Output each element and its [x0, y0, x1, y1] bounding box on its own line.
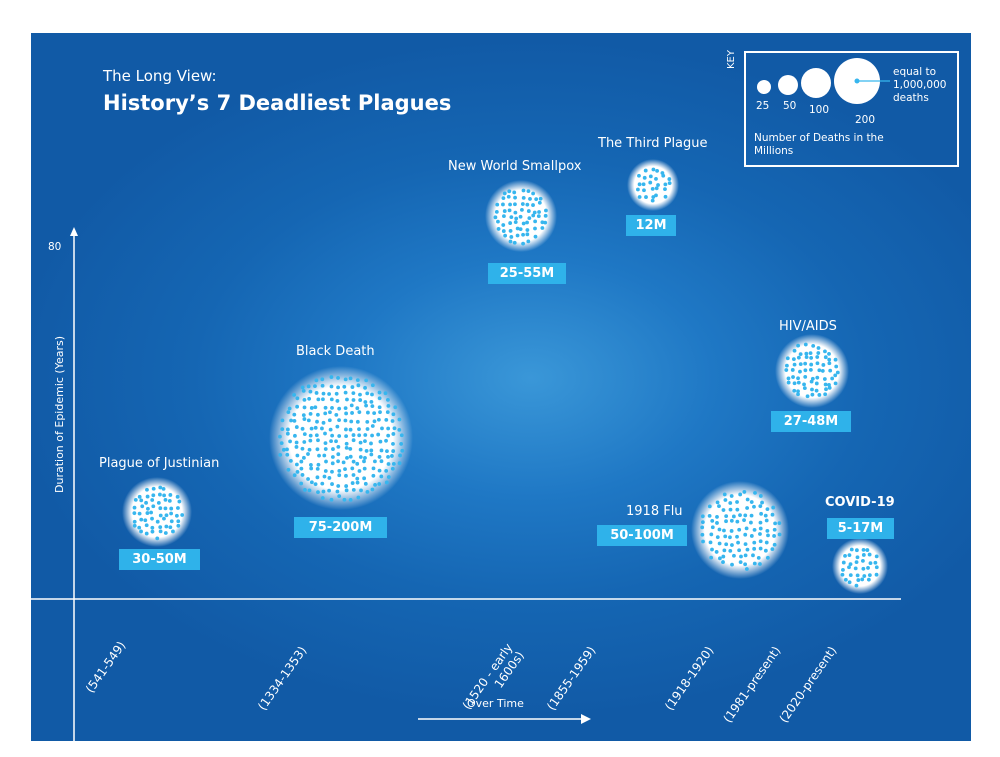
key-unit-note: equal to 1,000,000 deaths	[893, 66, 947, 104]
chart-subtitle: The Long View:	[103, 67, 217, 85]
plague-bubble	[627, 159, 679, 211]
y-axis-arrow	[70, 227, 78, 236]
chart-title: History’s 7 Deadliest Plagues	[103, 91, 452, 115]
plague-name: 1918 Flu	[626, 504, 683, 519]
key-size-label: 25	[756, 100, 770, 112]
chart-panel: The Long View: History’s 7 Deadliest Pla…	[31, 33, 971, 741]
key-bubble	[757, 80, 771, 94]
key-unit-dot	[854, 78, 860, 84]
deaths-label: 30-50M	[119, 549, 200, 570]
key-size-label: 100	[809, 104, 830, 116]
period-label: (1334-1353)	[255, 644, 309, 713]
plague-name: Black Death	[296, 344, 375, 359]
deaths-label: 27-48M	[771, 411, 851, 432]
deaths-label: 50-100M	[597, 525, 687, 546]
plague-name: New World Smallpox	[448, 159, 582, 174]
plague-name: Plague of Justinian	[99, 456, 220, 471]
period-label: (2020-present)	[776, 644, 839, 726]
key-bubble	[778, 75, 798, 95]
plague-chart: (541-549) (1334-1353) (1520 - early1600s)(…	[31, 58, 901, 741]
y-tick-label: 80	[48, 241, 62, 253]
plague-bubble	[269, 366, 413, 510]
plague-bubble	[485, 180, 557, 252]
plague-name: COVID-19	[825, 495, 895, 510]
plague-name: The Third Plague	[598, 136, 708, 151]
key-size-label: 50	[783, 100, 797, 112]
key-bubble	[801, 68, 831, 98]
axes	[31, 227, 901, 741]
key-title: KEY	[726, 50, 737, 69]
deaths-label: 5-17M	[827, 518, 894, 539]
plague-bubble	[122, 477, 192, 547]
y-axis-label: Duration of Epidemic (Years)	[53, 335, 66, 493]
deaths-label: 75-200M	[294, 517, 387, 538]
key-box	[744, 51, 959, 167]
plague-bubble	[691, 481, 789, 579]
period-label: (1855-1959)	[544, 644, 598, 713]
deaths-label: 12M	[626, 215, 676, 236]
plague-name: HIV/AIDS	[779, 319, 837, 334]
deaths-label: 25-55M	[488, 263, 566, 284]
plague-bubble	[832, 538, 888, 594]
plague-bubble	[775, 334, 849, 408]
x-axis-label: Over Time	[467, 697, 524, 710]
over-time-arrowhead	[581, 714, 591, 724]
period-label: (1981-present)	[720, 644, 783, 726]
key-size-label: 200	[855, 114, 876, 126]
key-caption: Number of Deaths in the Millions	[754, 132, 884, 157]
period-label: (1918-1920)	[662, 644, 716, 713]
period-label: (541-549)	[83, 639, 129, 696]
